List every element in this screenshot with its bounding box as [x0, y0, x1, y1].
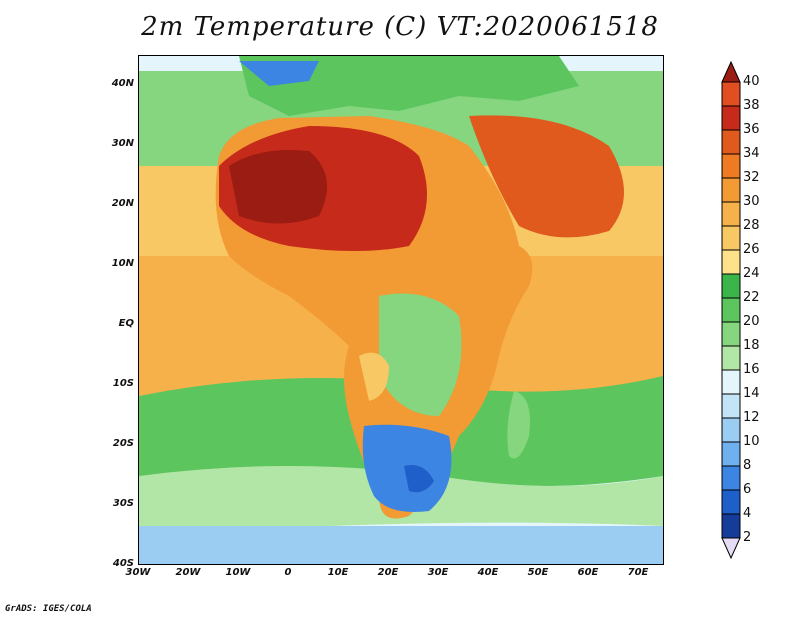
lat-label-10s: 10S — [112, 378, 134, 389]
colorbar-label: 40 — [743, 74, 760, 89]
colorbar-swatch — [721, 81, 741, 107]
colorbar-swatch — [721, 345, 741, 371]
colorbar-swatch — [721, 369, 741, 395]
colorbar-label: 18 — [743, 338, 760, 353]
central-africa-warm — [359, 352, 389, 401]
colorbar-label: 14 — [743, 386, 760, 401]
colorbar-label: 12 — [743, 410, 760, 425]
colorbar-label: 38 — [743, 98, 760, 113]
lat-label-20n: 20N — [111, 198, 134, 209]
colorbar-swatch — [721, 153, 741, 179]
colorbar-label: 20 — [743, 314, 760, 329]
colorbar-label: 32 — [743, 170, 760, 185]
colorbar-swatch — [721, 393, 741, 419]
lon-label-0: 0 — [284, 567, 292, 578]
europe-region — [239, 56, 579, 116]
map-title: 2m Temperature (C) VT:2020061518 — [141, 12, 659, 42]
colorbar-label: 26 — [743, 242, 760, 257]
colorbar-label: 4 — [743, 506, 752, 521]
colorbar-label: 10 — [743, 434, 760, 449]
colorbar-swatch — [721, 177, 741, 203]
colorbar-top-arrow — [721, 60, 741, 83]
lesotho-cold-region — [404, 465, 434, 493]
lon-label-40e: 40E — [477, 567, 499, 578]
colorbar-swatch — [721, 465, 741, 491]
lon-label-60e: 60E — [577, 567, 599, 578]
colorbar-label: 24 — [743, 266, 760, 281]
lon-label-20e: 20E — [377, 567, 399, 578]
lat-label-30n: 30N — [111, 138, 134, 149]
lon-label-10e: 10E — [327, 567, 349, 578]
lat-label-40s: 40S — [112, 558, 134, 569]
colorbar-swatch — [721, 273, 741, 299]
colorbar-label: 34 — [743, 146, 760, 161]
alps-cold-region — [239, 61, 319, 86]
lon-label-30w: 30W — [125, 567, 151, 578]
colorbar-swatch — [721, 489, 741, 515]
temperature-map — [138, 55, 664, 565]
colorbar-label: 16 — [743, 362, 760, 377]
colorbar-swatch — [721, 417, 741, 443]
colorbar-label: 6 — [743, 482, 752, 497]
lat-label-30s: 30S — [112, 498, 134, 509]
arabia-hot-region — [469, 115, 624, 238]
grads-credit: GrADS: IGES/COLA — [5, 604, 92, 614]
lon-label-20w: 20W — [175, 567, 201, 578]
colorbar-swatch — [721, 105, 741, 131]
colorbar-label: 36 — [743, 122, 760, 137]
colorbar-label: 2 — [743, 530, 752, 545]
lon-label-30e: 30E — [427, 567, 449, 578]
ocean-band-far-south — [139, 526, 663, 564]
colorbar-swatch — [721, 513, 741, 539]
sahara-hottest-region — [229, 150, 327, 224]
map-field — [139, 56, 663, 564]
lat-label-eq: EQ — [118, 318, 134, 329]
colorbar-swatch — [721, 249, 741, 275]
lon-label-70e: 70E — [627, 567, 649, 578]
colorbar-label: 28 — [743, 218, 760, 233]
lat-label-10n: 10N — [111, 258, 134, 269]
colorbar-swatch — [721, 297, 741, 323]
colorbar-label: 22 — [743, 290, 760, 305]
central-africa-green — [379, 293, 462, 416]
lon-label-10w: 10W — [225, 567, 251, 578]
colorbar-swatch — [721, 129, 741, 155]
colorbar-swatch — [721, 201, 741, 227]
colorbar-bottom-arrow — [721, 537, 741, 560]
lat-label-20s: 20S — [112, 438, 134, 449]
lon-label-50e: 50E — [527, 567, 549, 578]
colorbar-swatch — [721, 441, 741, 467]
colorbar-label: 30 — [743, 194, 760, 209]
colorbar-label: 8 — [743, 458, 752, 473]
madagascar — [507, 391, 530, 459]
colorbar — [721, 60, 741, 560]
lat-label-40n: 40N — [111, 78, 134, 89]
colorbar-swatch — [721, 321, 741, 347]
colorbar-swatch — [721, 225, 741, 251]
